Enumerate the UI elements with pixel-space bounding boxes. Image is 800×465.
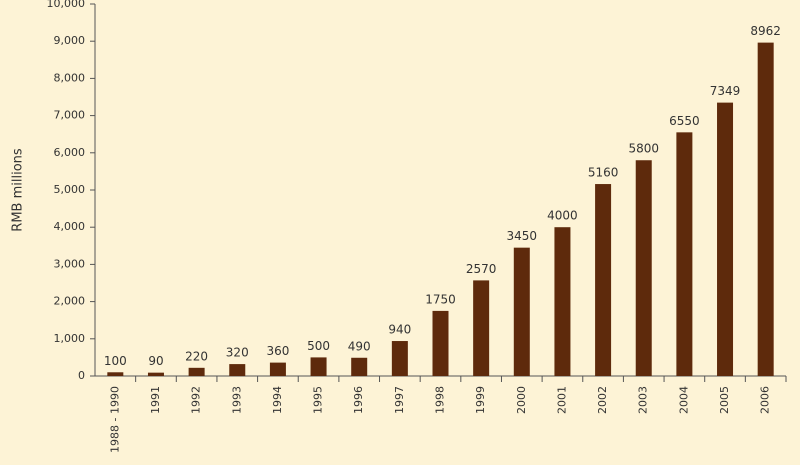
x-tick-label: 2003 bbox=[637, 386, 650, 414]
x-tick-label: 1992 bbox=[190, 386, 203, 414]
y-tick-label: 9,000 bbox=[54, 34, 86, 47]
bar bbox=[635, 160, 652, 376]
y-tick-label: 4,000 bbox=[54, 220, 86, 233]
y-tick-label: 6,000 bbox=[54, 146, 86, 159]
y-axis-label: RMB millions bbox=[11, 148, 26, 232]
bar bbox=[676, 132, 693, 376]
value-label: 5160 bbox=[588, 166, 619, 180]
x-tick-label: 1998 bbox=[434, 386, 447, 414]
x-tick-label: 1993 bbox=[230, 386, 243, 414]
value-label: 100 bbox=[104, 354, 127, 368]
value-label: 2570 bbox=[466, 262, 497, 276]
x-tick-label: 1999 bbox=[474, 386, 487, 414]
bar bbox=[595, 184, 612, 376]
bar bbox=[554, 227, 571, 376]
x-tick-label: 2002 bbox=[596, 386, 609, 414]
bar bbox=[188, 367, 205, 376]
bar bbox=[107, 372, 124, 376]
y-tick-label: 3,000 bbox=[54, 257, 86, 270]
x-tick-label: 2000 bbox=[515, 386, 528, 414]
bar bbox=[391, 341, 408, 376]
x-tick-label: 2005 bbox=[718, 386, 731, 414]
y-tick-label: 2,000 bbox=[54, 295, 86, 308]
value-label: 6550 bbox=[669, 114, 700, 128]
value-label: 940 bbox=[388, 323, 411, 337]
value-label: 8962 bbox=[750, 24, 781, 38]
y-tick-label: 8,000 bbox=[54, 71, 86, 84]
bar bbox=[757, 42, 774, 377]
bar bbox=[432, 310, 449, 376]
bar bbox=[147, 372, 164, 376]
y-tick-label: 10,000 bbox=[47, 0, 86, 10]
bar bbox=[351, 357, 368, 376]
value-label: 360 bbox=[266, 344, 289, 358]
x-tick-label: 1995 bbox=[312, 386, 325, 414]
bar bbox=[513, 247, 530, 376]
value-label: 4000 bbox=[547, 209, 578, 223]
x-tick-label: 1997 bbox=[393, 386, 406, 414]
value-label: 90 bbox=[148, 354, 163, 368]
value-label: 7349 bbox=[710, 84, 741, 98]
x-tick-label: 1996 bbox=[352, 386, 365, 414]
x-tick-label: 1991 bbox=[149, 386, 162, 414]
y-tick-label: 1,000 bbox=[54, 332, 86, 345]
value-label: 5800 bbox=[628, 142, 659, 156]
x-tick-label: 1988 - 1990 bbox=[108, 386, 121, 453]
bar bbox=[310, 357, 327, 376]
y-tick-label: 5,000 bbox=[54, 183, 86, 196]
y-tick-label: 7,000 bbox=[54, 109, 86, 122]
value-label: 500 bbox=[307, 339, 330, 353]
x-tick-label: 2001 bbox=[555, 386, 568, 414]
bar bbox=[717, 102, 734, 377]
bar bbox=[473, 280, 490, 376]
x-tick-label: 1994 bbox=[271, 386, 284, 414]
value-label: 320 bbox=[226, 346, 249, 360]
x-tick-label: 2006 bbox=[759, 386, 772, 414]
value-label: 1750 bbox=[425, 292, 456, 306]
bar bbox=[229, 364, 246, 376]
y-tick-label: 0 bbox=[78, 369, 85, 382]
bar bbox=[269, 362, 286, 376]
x-tick-label: 2004 bbox=[677, 386, 690, 414]
value-label: 220 bbox=[185, 349, 208, 363]
value-label: 3450 bbox=[507, 229, 538, 243]
value-label: 490 bbox=[348, 339, 371, 353]
